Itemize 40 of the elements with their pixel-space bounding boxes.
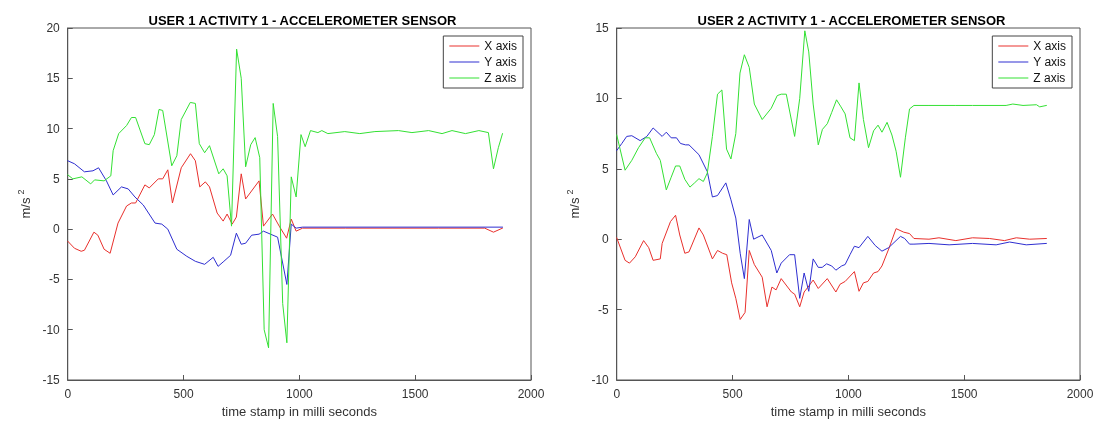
y-tick-label: -15 [42, 373, 61, 387]
legend-label: X axis [1033, 39, 1067, 53]
x-tick-label: 1000 [835, 387, 863, 401]
x-tick-label: 0 [64, 387, 72, 401]
x-tick-label: 2000 [1066, 387, 1094, 401]
y-tick-label: 20 [46, 21, 61, 35]
line-series [67, 160, 504, 285]
line-series [67, 153, 504, 254]
y-axis-title: m/s2 [15, 189, 33, 219]
legend-label: Z axis [1033, 71, 1066, 85]
x-axis-title: time stamp in milli seconds [770, 403, 927, 419]
y-tick-label: 5 [602, 161, 610, 176]
y-tick-label: 5 [53, 171, 61, 186]
y-tick-label: -10 [591, 373, 610, 387]
x-tick-label: 1500 [401, 387, 429, 401]
y-tick-label: -5 [598, 302, 610, 317]
y-tick-label: 10 [595, 91, 610, 106]
x-tick-label: 500 [173, 387, 194, 401]
legend-label: Z axis [484, 71, 517, 85]
legend-label: X axis [484, 39, 518, 53]
line-series [616, 214, 1047, 320]
y-tick-label: 0 [53, 222, 61, 237]
y-tick-label: -5 [49, 272, 61, 287]
line-series [616, 127, 1047, 299]
y-tick-label: 10 [46, 121, 61, 136]
y-tick-label: 15 [46, 71, 61, 86]
legend-label: Y axis [1033, 55, 1066, 69]
y-axis-title: m/s2 [564, 189, 582, 219]
y-tick-label: 0 [602, 232, 610, 247]
chart-title: USER 1 ACTIVITY 1 - ACCELEROMETER SENSOR [148, 13, 458, 28]
x-tick-label: 2000 [517, 387, 545, 401]
x-tick-label: 500 [722, 387, 743, 401]
y-tick-label: -10 [42, 322, 61, 337]
x-axis-title: time stamp in milli seconds [221, 403, 378, 419]
chart-title: USER 2 ACTIVITY 1 - ACCELEROMETER SENSOR [697, 13, 1007, 28]
x-tick-label: 1000 [286, 387, 314, 401]
x-tick-label: 1500 [950, 387, 978, 401]
y-tick-label: 15 [595, 21, 610, 35]
x-tick-label: 0 [613, 387, 621, 401]
legend-label: Y axis [484, 55, 517, 69]
